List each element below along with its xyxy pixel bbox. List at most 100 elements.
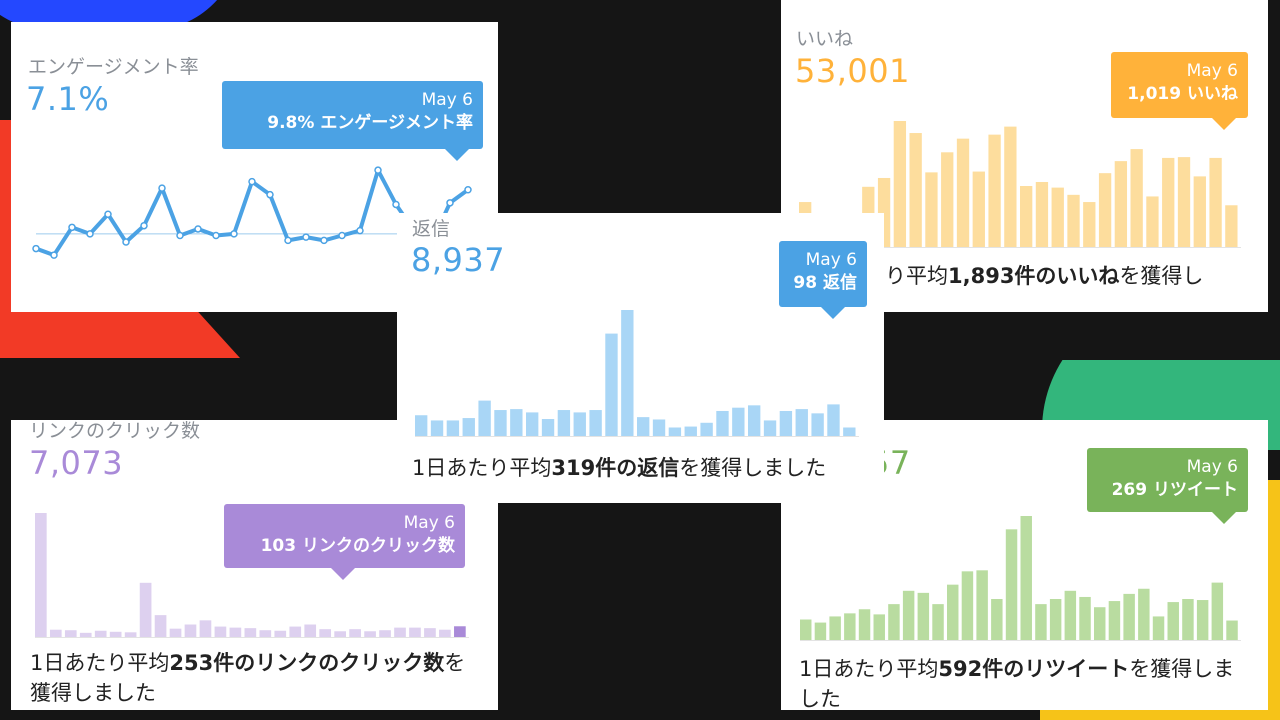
likes-bar-25 bbox=[1177, 157, 1191, 247]
replies-bar-22 bbox=[748, 405, 761, 436]
link-clicks-label: リンクのクリック数 bbox=[29, 420, 201, 442]
link-clicks-bar-4 bbox=[79, 632, 92, 637]
link-clicks-bar-16 bbox=[259, 630, 272, 637]
likes-card: いいね 53,001 May 6 1,019 いいね り平均1,893件のいいね… bbox=[781, 0, 1268, 312]
link-clicks-bar-27 bbox=[424, 628, 436, 637]
retweets-bar-23 bbox=[1123, 593, 1135, 640]
replies-bar-18 bbox=[684, 426, 697, 436]
link-clicks-bar-13 bbox=[214, 626, 227, 637]
engagement-point-9 bbox=[176, 231, 184, 240]
retweets-bar-22 bbox=[1108, 601, 1121, 640]
link-clicks-tooltip: May 6 103 リンクのクリック数 bbox=[224, 504, 465, 580]
retweets-summary: 1日あたり平均592件のリツイートを獲得しました bbox=[799, 657, 1235, 710]
engagement-point-21 bbox=[392, 200, 400, 209]
link-clicks-bar-6 bbox=[109, 631, 122, 637]
likes-label: いいね bbox=[796, 28, 854, 50]
link-clicks-bar-25 bbox=[394, 627, 406, 637]
engagement-point-13 bbox=[248, 177, 256, 186]
retweets-bar-13 bbox=[976, 570, 988, 640]
replies-tooltip: May 6 98 返信 bbox=[779, 241, 867, 319]
link-clicks-bar-24 bbox=[379, 630, 391, 637]
link-clicks-bar-9 bbox=[154, 615, 167, 637]
engagement-line-chart bbox=[32, 166, 472, 259]
engagement-point-8 bbox=[158, 184, 166, 192]
engagement-point-10 bbox=[194, 225, 202, 233]
link-clicks-bar-26 bbox=[409, 627, 421, 637]
replies-bar-5 bbox=[478, 400, 491, 436]
retweets-bar-8 bbox=[902, 590, 915, 640]
engagement-point-6 bbox=[122, 238, 130, 246]
replies-bar-25 bbox=[795, 409, 808, 436]
retweets-bar-20 bbox=[1079, 596, 1091, 640]
engagement-point-5 bbox=[104, 210, 112, 219]
replies-bar-28 bbox=[843, 427, 856, 436]
link-clicks-bar-20 bbox=[319, 629, 332, 637]
link-clicks-bar-chart bbox=[35, 513, 469, 638]
retweets-bar-11 bbox=[947, 584, 959, 640]
likes-bar-8 bbox=[909, 133, 922, 247]
replies-bar-19 bbox=[700, 422, 713, 436]
retweets-bar-1 bbox=[800, 619, 812, 640]
replies-bar-17 bbox=[668, 427, 682, 436]
engagement-point-19 bbox=[356, 226, 364, 235]
link-clicks-bar-29 bbox=[454, 626, 466, 637]
replies-card: 返信 8,937 May 6 98 返信 1日あたり平均319件の返信を獲得しま… bbox=[397, 213, 884, 503]
link-clicks-bar-15 bbox=[244, 628, 257, 637]
retweets-bar-2 bbox=[814, 622, 827, 640]
replies-bar-11 bbox=[573, 412, 586, 436]
engagement-tooltip: May 6 9.8% エンゲージメント率 bbox=[222, 81, 483, 161]
replies-bar-2 bbox=[430, 420, 444, 436]
likes-bar-24 bbox=[1162, 157, 1175, 247]
likes-bar-21 bbox=[1114, 161, 1128, 247]
engagement-point-7 bbox=[140, 221, 148, 230]
likes-bar-20 bbox=[1098, 173, 1112, 247]
replies-bar-24 bbox=[779, 410, 793, 436]
replies-bar-16 bbox=[652, 419, 666, 436]
likes-value: 53,001 bbox=[795, 52, 910, 90]
engagement-point-3 bbox=[68, 223, 76, 232]
retweets-bar-10 bbox=[932, 604, 944, 640]
retweets-bar-19 bbox=[1064, 590, 1077, 640]
link-clicks-bar-21 bbox=[334, 631, 346, 637]
likes-bar-18 bbox=[1067, 194, 1080, 247]
retweets-bar-12 bbox=[961, 571, 974, 640]
likes-bar-26 bbox=[1193, 176, 1206, 247]
link-clicks-tooltip-date: May 6 bbox=[403, 513, 455, 533]
likes-bar-7 bbox=[893, 121, 907, 247]
retweets-bar-9 bbox=[917, 592, 930, 640]
link-clicks-bar-8 bbox=[139, 582, 152, 637]
link-clicks-bar-19 bbox=[304, 624, 317, 637]
link-clicks-bar-22 bbox=[349, 629, 361, 637]
link-clicks-card: リンクのクリック数 7,073 May 6 103 リンクのクリック数 1日あた… bbox=[11, 420, 498, 710]
link-clicks-bar-12 bbox=[199, 620, 212, 637]
retweets-bar-14 bbox=[991, 599, 1003, 640]
engagement-tooltip-value: 9.8% エンゲージメント率 bbox=[267, 113, 473, 133]
engagement-point-18 bbox=[338, 231, 346, 240]
link-clicks-bar-1 bbox=[35, 513, 47, 637]
engagement-point-15 bbox=[284, 236, 292, 245]
retweets-bar-18 bbox=[1049, 599, 1062, 640]
replies-tooltip-date: May 6 bbox=[805, 250, 857, 270]
link-clicks-bar-23 bbox=[364, 631, 376, 637]
likes-bar-9 bbox=[925, 172, 938, 247]
replies-bar-15 bbox=[637, 417, 650, 436]
replies-label: 返信 bbox=[412, 218, 451, 240]
retweets-bar-21 bbox=[1094, 607, 1106, 640]
likes-tooltip: May 6 1,019 いいね bbox=[1111, 52, 1248, 130]
replies-bar-27 bbox=[827, 404, 840, 436]
retweets-bar-30 bbox=[1226, 620, 1238, 640]
replies-bar-12 bbox=[589, 410, 602, 436]
replies-bar-23 bbox=[763, 420, 777, 436]
retweets-bar-16 bbox=[1020, 516, 1032, 640]
link-clicks-summary: 1日あたり平均253件のリンクのクリック数を獲得しました bbox=[30, 651, 466, 705]
engagement-point-20 bbox=[374, 166, 382, 174]
replies-summary: 1日あたり平均319件の返信を獲得しました bbox=[412, 456, 827, 480]
retweets-bar-15 bbox=[1005, 529, 1018, 640]
replies-bar-9 bbox=[541, 419, 555, 436]
likes-bar-12 bbox=[972, 171, 985, 247]
retweets-bar-3 bbox=[829, 616, 841, 640]
retweets-bar-27 bbox=[1182, 599, 1194, 640]
link-clicks-tooltip-value: 103 リンクのクリック数 bbox=[260, 536, 455, 556]
likes-bar-15 bbox=[1020, 186, 1033, 247]
engagement-point-17 bbox=[320, 236, 328, 245]
